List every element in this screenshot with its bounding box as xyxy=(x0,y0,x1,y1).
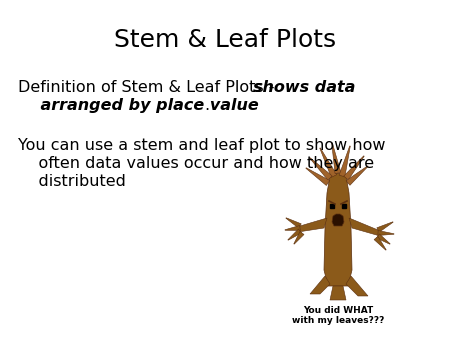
Polygon shape xyxy=(288,229,302,240)
Text: Definition of Stem & Leaf Plots -: Definition of Stem & Leaf Plots - xyxy=(18,80,279,95)
Text: You did WHAT: You did WHAT xyxy=(303,306,373,315)
Polygon shape xyxy=(324,173,352,286)
Polygon shape xyxy=(310,158,332,180)
Polygon shape xyxy=(332,143,341,174)
Text: Stem & Leaf Plots: Stem & Leaf Plots xyxy=(114,28,336,52)
Polygon shape xyxy=(339,146,350,177)
Polygon shape xyxy=(310,276,330,294)
Polygon shape xyxy=(344,156,364,180)
Polygon shape xyxy=(294,232,304,244)
Polygon shape xyxy=(346,166,368,185)
Text: You can use a stem and leaf plot to show how: You can use a stem and leaf plot to show… xyxy=(18,138,386,153)
Polygon shape xyxy=(349,218,380,236)
Polygon shape xyxy=(332,214,344,226)
Text: often data values occur and how they are: often data values occur and how they are xyxy=(18,156,374,171)
Polygon shape xyxy=(346,276,368,296)
Polygon shape xyxy=(285,225,300,231)
Text: .: . xyxy=(204,98,209,113)
Polygon shape xyxy=(374,236,386,250)
Text: shows data: shows data xyxy=(252,80,355,95)
Polygon shape xyxy=(298,218,327,232)
Text: with my leaves???: with my leaves??? xyxy=(292,316,384,325)
Polygon shape xyxy=(320,148,337,177)
Polygon shape xyxy=(377,234,390,244)
Polygon shape xyxy=(306,168,330,186)
Text: distributed: distributed xyxy=(18,174,126,189)
Polygon shape xyxy=(330,286,346,300)
Text: arranged by place value: arranged by place value xyxy=(18,98,259,113)
Polygon shape xyxy=(377,222,393,232)
Polygon shape xyxy=(378,231,394,236)
Polygon shape xyxy=(286,218,301,228)
